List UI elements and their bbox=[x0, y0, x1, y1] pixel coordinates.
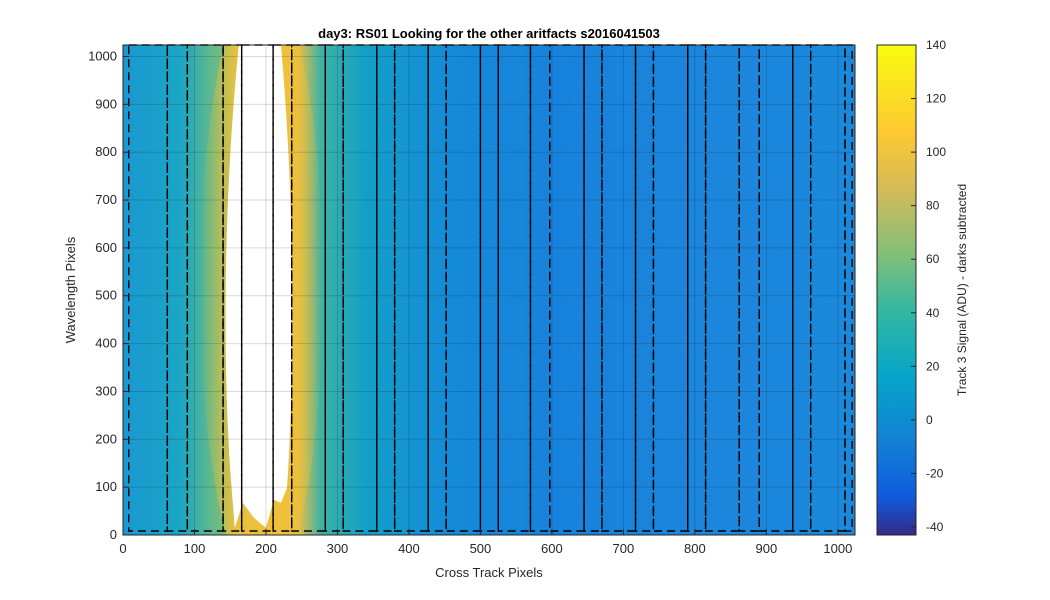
y-tick-label: 900 bbox=[95, 96, 117, 111]
x-tick-label: 500 bbox=[470, 541, 492, 556]
dashed-box bbox=[222, 44, 243, 532]
colorbar-tick-label: 60 bbox=[926, 252, 940, 266]
y-tick-label: 400 bbox=[95, 336, 117, 351]
heatmap-image bbox=[123, 45, 855, 535]
y-axis-title: Wavelength Pixels bbox=[63, 236, 78, 343]
colorbar-tick-label: -40 bbox=[926, 520, 944, 534]
y-tick-label: 100 bbox=[95, 479, 117, 494]
colorbar-tick-label: 100 bbox=[926, 145, 946, 159]
colorbar-tick-label: 40 bbox=[926, 306, 940, 320]
chart-title: day3: RS01 Looking for the other aritfac… bbox=[318, 26, 660, 41]
colorbar-tick-label: 120 bbox=[926, 92, 946, 106]
x-axis: 0 100 200 300 400 500 600 700 800 900 1000 bbox=[119, 529, 852, 556]
x-tick-label: 900 bbox=[756, 541, 778, 556]
y-tick-label: 0 bbox=[110, 527, 117, 542]
x-tick-label: 600 bbox=[541, 541, 563, 556]
y-tick-label: 800 bbox=[95, 144, 117, 159]
x-tick-label: 400 bbox=[398, 541, 420, 556]
plot-frame bbox=[122, 44, 856, 536]
colorbar-tick-label: 20 bbox=[926, 359, 940, 373]
x-tick-label: 200 bbox=[255, 541, 277, 556]
colorbar-label: Track 3 Signal (ADU) - darks subtracted bbox=[955, 184, 969, 396]
y-tick-label: 300 bbox=[95, 383, 117, 398]
colorbar-tick-label: 140 bbox=[926, 38, 946, 52]
x-axis-title: Cross Track Pixels bbox=[435, 565, 543, 580]
x-tick-label: 0 bbox=[119, 541, 126, 556]
x-tick-label: 1000 bbox=[823, 541, 852, 556]
y-axis: 0 100 200 300 400 500 600 700 800 900 1000 bbox=[88, 48, 129, 542]
x-tick-label: 300 bbox=[327, 541, 349, 556]
x-tick-label: 800 bbox=[684, 541, 706, 556]
colorbar-tick-label: 80 bbox=[926, 199, 940, 213]
x-tick-label: 700 bbox=[613, 541, 635, 556]
y-tick-label: 1000 bbox=[88, 48, 117, 63]
y-tick-label: 700 bbox=[95, 192, 117, 207]
colorbar-ticks: -40 -20 0 20 40 60 80 100 120 140 bbox=[911, 38, 946, 534]
colorbar-tick-label: 0 bbox=[926, 413, 933, 427]
y-tick-label: 500 bbox=[95, 288, 117, 303]
y-tick-label: 600 bbox=[95, 240, 117, 255]
colorbar-tick-label: -20 bbox=[926, 466, 944, 480]
y-tick-label: 200 bbox=[95, 431, 117, 446]
colorbar bbox=[876, 44, 917, 536]
saturated-region bbox=[225, 45, 293, 528]
x-tick-label: 100 bbox=[184, 541, 206, 556]
